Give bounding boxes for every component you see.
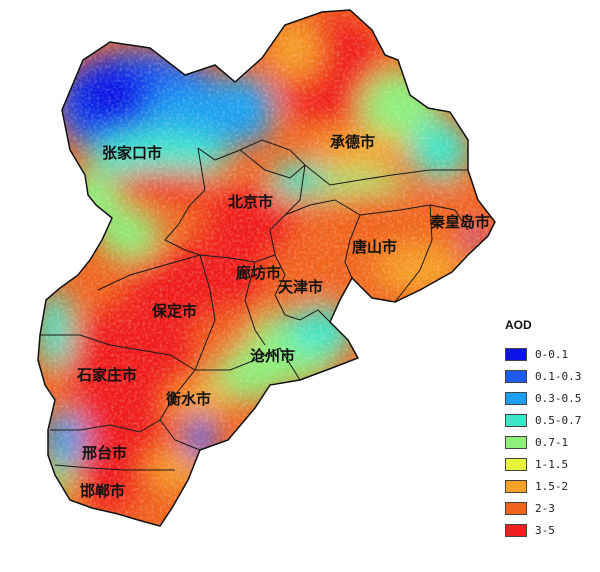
legend-item: 1-1.5 xyxy=(505,454,597,474)
legend-swatch xyxy=(505,523,527,537)
city-label-tangshan: 唐山市 xyxy=(352,238,397,256)
city-label-qinhuangdao: 秦皇岛市 xyxy=(429,213,490,231)
legend-label: 1-1.5 xyxy=(535,457,569,471)
region-outline xyxy=(37,9,496,527)
city-label-cangzhou: 沧州市 xyxy=(250,347,295,365)
legend-item: 2-3 xyxy=(505,498,597,518)
city-label-shijiazhuang: 石家庄市 xyxy=(76,366,137,384)
legend-swatch xyxy=(505,413,527,427)
city-boundaries xyxy=(40,139,469,471)
legend-item: 0.3-0.5 xyxy=(505,388,597,408)
city-label-chengde: 承德市 xyxy=(330,133,375,151)
legend-item: 3-5 xyxy=(505,520,597,540)
legend-title: AOD xyxy=(505,318,532,332)
legend-item: 0.5-0.7 xyxy=(505,410,597,430)
city-label-zhangjiakou: 张家口市 xyxy=(102,144,162,162)
city-label-baoding: 保定市 xyxy=(151,302,197,320)
legend-swatch xyxy=(505,435,527,449)
legend-item: 0-0.1 xyxy=(505,344,597,364)
legend-swatch xyxy=(505,457,527,471)
legend-label: 0.3-0.5 xyxy=(535,391,582,405)
legend-swatch xyxy=(505,391,527,405)
city-labels: 张家口市 承德市 北京市 秦皇岛市 唐山市 廊坊市 天津市 保定市 沧州市 石家… xyxy=(76,133,490,500)
legend-items: 0-0.1 0.1-0.3 0.3-0.5 0.5-0.7 0.7-1 1-1.… xyxy=(505,344,597,540)
legend-swatch xyxy=(505,501,527,515)
legend-swatch xyxy=(505,479,527,493)
city-label-beijing: 北京市 xyxy=(228,193,273,211)
legend-label: 0-0.1 xyxy=(535,347,569,361)
legend-label: 2-3 xyxy=(535,501,555,515)
legend-label: 0.1-0.3 xyxy=(535,369,582,383)
legend-label: 0.5-0.7 xyxy=(535,413,582,427)
city-label-handan: 邯郸市 xyxy=(80,482,125,500)
aod-legend: AOD 0-0.1 0.1-0.3 0.3-0.5 0.5-0.7 0.7-1 … xyxy=(505,318,597,542)
legend-label: 3-5 xyxy=(535,523,555,537)
legend-swatch xyxy=(505,347,527,361)
city-label-langfang: 廊坊市 xyxy=(236,264,281,282)
legend-swatch xyxy=(505,369,527,383)
city-label-hengshui: 衡水市 xyxy=(166,390,211,408)
city-label-xingtai: 邢台市 xyxy=(81,444,127,462)
legend-label: 1.5-2 xyxy=(535,479,569,493)
legend-item: 1.5-2 xyxy=(505,476,597,496)
city-label-tianjin: 天津市 xyxy=(278,278,323,296)
legend-item: 0.1-0.3 xyxy=(505,366,597,386)
legend-item: 0.7-1 xyxy=(505,432,597,452)
legend-label: 0.7-1 xyxy=(535,435,569,449)
